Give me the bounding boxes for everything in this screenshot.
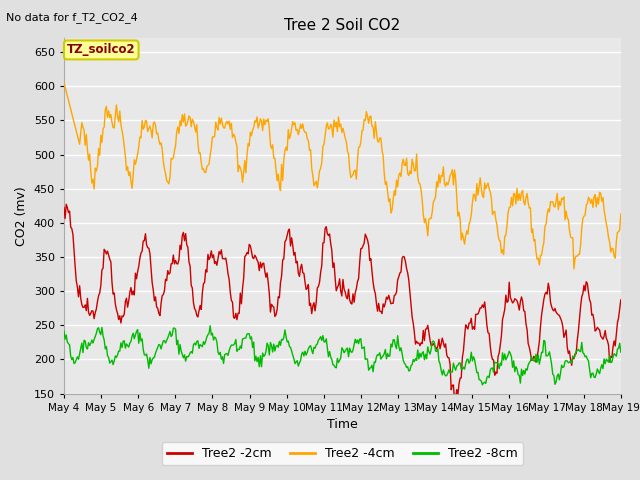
Text: TZ_soilco2: TZ_soilco2 bbox=[67, 43, 136, 57]
X-axis label: Time: Time bbox=[327, 418, 358, 431]
Legend: Tree2 -2cm, Tree2 -4cm, Tree2 -8cm: Tree2 -2cm, Tree2 -4cm, Tree2 -8cm bbox=[162, 443, 523, 466]
Text: No data for f_T2_CO2_4: No data for f_T2_CO2_4 bbox=[6, 12, 138, 23]
Title: Tree 2 Soil CO2: Tree 2 Soil CO2 bbox=[284, 18, 401, 33]
Y-axis label: CO2 (mv): CO2 (mv) bbox=[15, 186, 28, 246]
